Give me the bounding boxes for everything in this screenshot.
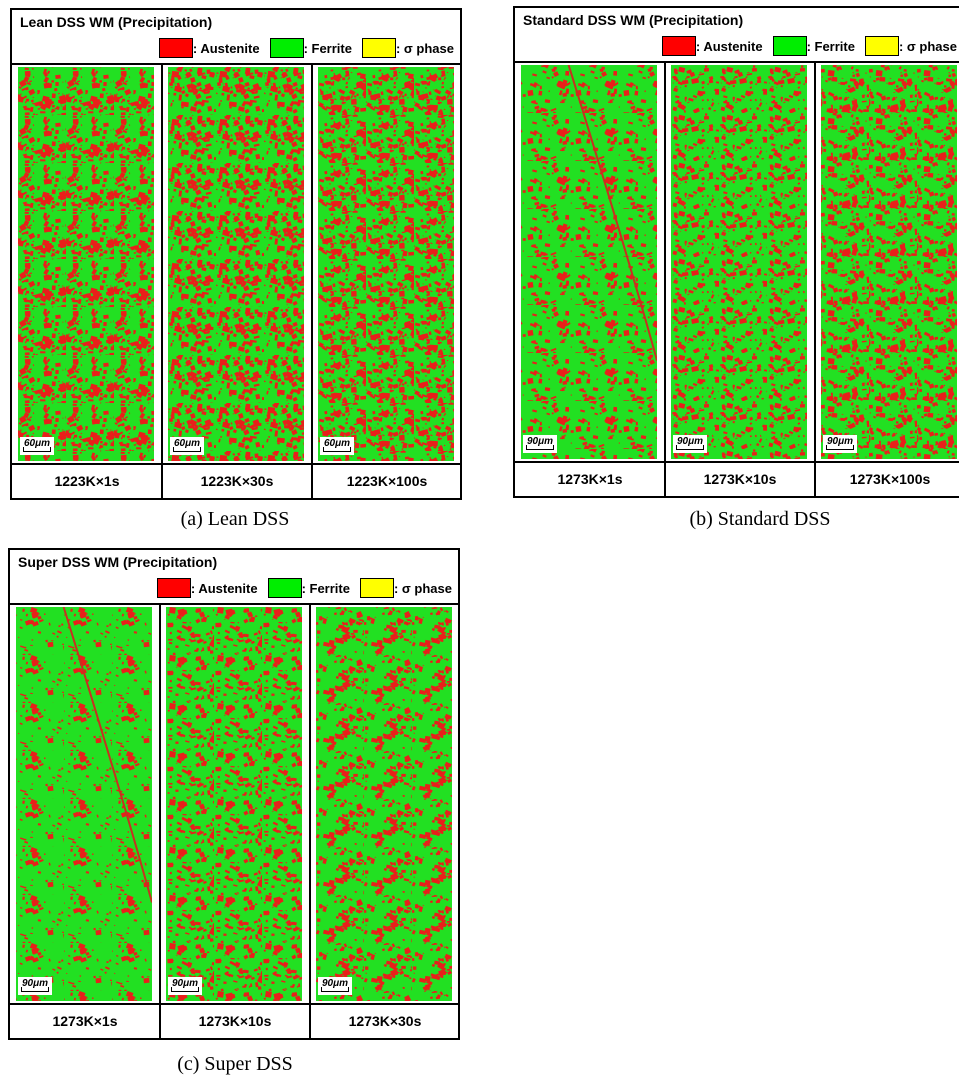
legend-label: : Austenite [191, 581, 258, 596]
scale-line [23, 447, 51, 452]
scale-line [171, 987, 199, 992]
scale-line [826, 445, 854, 450]
micrograph [316, 607, 452, 1001]
divider [814, 61, 816, 496]
legend-swatch [865, 36, 899, 56]
micrograph [18, 67, 154, 461]
divider [311, 63, 313, 498]
condition-label: 1273K×10s [160, 1013, 310, 1029]
condition-label: 1273K×100s [815, 471, 959, 487]
caption: (b) Standard DSS [610, 508, 910, 531]
divider [515, 61, 959, 63]
divider [12, 63, 460, 65]
legend-swatch [360, 578, 394, 598]
legend-label: : σ phase [394, 581, 452, 596]
condition-label: 1273K×10s [665, 471, 815, 487]
legend: : Austenite : Ferrite : σ phase [652, 36, 957, 56]
legend-label: : σ phase [899, 39, 957, 54]
page: (() => { const data = JSON.parse(documen… [0, 0, 959, 1078]
divider [12, 463, 460, 465]
legend-label: : Austenite [193, 41, 260, 56]
legend-swatch [662, 36, 696, 56]
micrograph [821, 65, 957, 459]
legend-label: : Ferrite [304, 41, 352, 56]
legend-swatch [268, 578, 302, 598]
divider [10, 1003, 458, 1005]
scale-line [526, 445, 554, 450]
micrograph [166, 607, 302, 1001]
condition-label: 1273K×1s [10, 1013, 160, 1029]
legend-label: : σ phase [396, 41, 454, 56]
panel: Lean DSS WM (Precipitation): Austenite: … [10, 8, 462, 500]
divider [10, 603, 458, 605]
condition-label: 1273K×30s [310, 1013, 460, 1029]
divider [515, 461, 959, 463]
micrograph [168, 67, 304, 461]
scale-line [676, 445, 704, 450]
panel-title: Standard DSS WM (Precipitation) [523, 12, 743, 28]
scale-bar: 90μm [168, 977, 202, 995]
scale-line [21, 987, 49, 992]
micrograph [521, 65, 657, 459]
legend-swatch [270, 38, 304, 58]
caption: (c) Super DSS [85, 1053, 385, 1076]
divider [309, 603, 311, 1038]
scale-bar: 60μm [20, 437, 54, 455]
scale-line [321, 987, 349, 992]
divider [159, 603, 161, 1038]
scale-bar: 90μm [523, 435, 557, 453]
legend: : Austenite : Ferrite : σ phase [149, 38, 454, 58]
panel-title: Lean DSS WM (Precipitation) [20, 14, 212, 30]
condition-label: 1223K×100s [312, 473, 462, 489]
legend-label: : Ferrite [302, 581, 350, 596]
scale-bar: 90μm [823, 435, 857, 453]
scale-line [173, 447, 201, 452]
legend-swatch [159, 38, 193, 58]
scale-bar: 90μm [673, 435, 707, 453]
condition-label: 1223K×30s [162, 473, 312, 489]
panel-title: Super DSS WM (Precipitation) [18, 554, 217, 570]
condition-label: 1273K×1s [515, 471, 665, 487]
legend: : Austenite : Ferrite : σ phase [147, 578, 452, 598]
caption: (a) Lean DSS [85, 508, 385, 531]
micrograph [16, 607, 152, 1001]
legend-label: : Austenite [696, 39, 763, 54]
scale-line [323, 447, 351, 452]
divider [664, 61, 666, 496]
legend-swatch [157, 578, 191, 598]
legend-swatch [773, 36, 807, 56]
micrograph [318, 67, 454, 461]
legend-swatch [362, 38, 396, 58]
micrograph [671, 65, 807, 459]
condition-label: 1223K×1s [12, 473, 162, 489]
scale-bar: 60μm [170, 437, 204, 455]
scale-bar: 60μm [320, 437, 354, 455]
legend-label: : Ferrite [807, 39, 855, 54]
scale-bar: 90μm [18, 977, 52, 995]
panel: Super DSS WM (Precipitation) : Austenite:… [8, 548, 460, 1040]
scale-bar: 90μm [318, 977, 352, 995]
divider [161, 63, 163, 498]
panel: Standard DSS WM (Precipitation) : Austeni… [513, 6, 959, 498]
